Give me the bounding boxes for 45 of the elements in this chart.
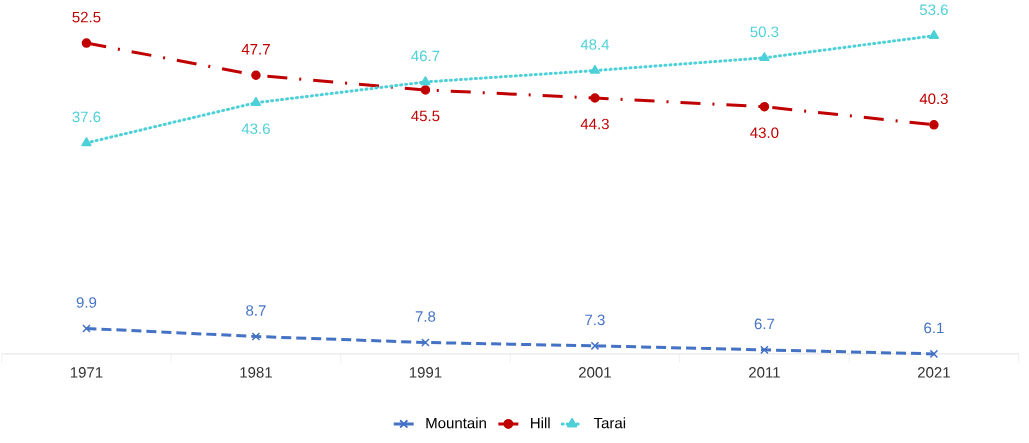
- data-label: 8.7: [246, 305, 266, 316]
- point: [590, 341, 600, 351]
- data-label: 53.6: [919, 4, 948, 16]
- point: [81, 38, 92, 48]
- point: [929, 120, 939, 130]
- data-label: 43.6: [241, 123, 270, 135]
- x-tick-label: 2001: [579, 367, 611, 378]
- data-label: 52.5: [72, 11, 101, 23]
- data-label: 7.8: [415, 311, 436, 322]
- point: [250, 96, 262, 106]
- data-label: 44.3: [580, 118, 609, 130]
- x-tick-label: 1971: [70, 367, 103, 378]
- data-label: 6.7: [754, 318, 775, 330]
- data-label: 48.4: [580, 39, 610, 50]
- point: [589, 64, 601, 74]
- point: [251, 332, 261, 341]
- data-label: 43.0: [750, 127, 779, 139]
- legend-label: Hill: [531, 417, 550, 429]
- data-label: 7.3: [585, 314, 605, 326]
- point: [760, 345, 769, 355]
- point: [251, 70, 261, 80]
- data-label: 50.3: [750, 26, 779, 38]
- data-label: 37.6: [72, 111, 101, 123]
- point: [929, 349, 939, 359]
- data-label: 47.7: [241, 44, 270, 55]
- data-label: 9.9: [76, 297, 97, 308]
- data-label: 40.3: [919, 93, 948, 105]
- point: [82, 324, 91, 333]
- data-label: 6.1: [924, 322, 944, 334]
- data-label: 46.7: [411, 50, 440, 62]
- x-tick-label: 1981: [240, 367, 272, 378]
- point: [928, 29, 939, 39]
- point: [420, 76, 431, 86]
- point: [420, 85, 431, 95]
- point: [81, 137, 92, 147]
- legend-label: Tarai: [593, 417, 626, 429]
- x-tick-label: 2021: [917, 367, 950, 378]
- data-label: 45.5: [411, 110, 440, 122]
- point: [759, 101, 770, 112]
- x-tick-label: 1991: [409, 367, 442, 378]
- point: [590, 93, 600, 103]
- point: [759, 52, 770, 62]
- x-tick-label: 2011: [749, 367, 780, 378]
- point: [421, 338, 430, 347]
- legend-label: Mountain: [426, 417, 486, 429]
